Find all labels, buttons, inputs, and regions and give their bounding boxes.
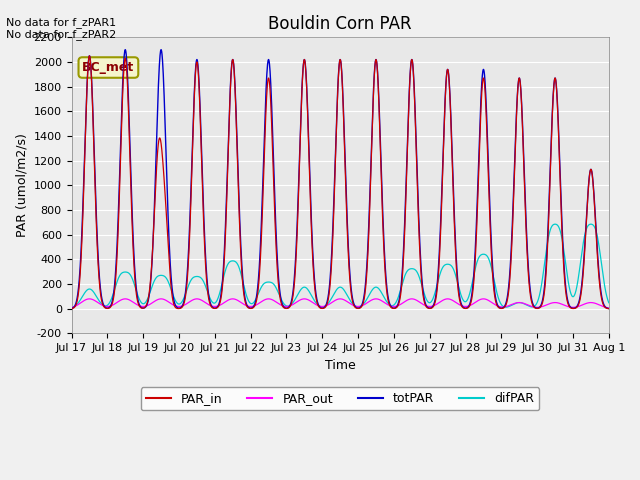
Legend: PAR_in, PAR_out, totPAR, difPAR: PAR_in, PAR_out, totPAR, difPAR bbox=[141, 387, 540, 410]
Text: No data for f_zPAR2: No data for f_zPAR2 bbox=[6, 29, 116, 40]
Title: Bouldin Corn PAR: Bouldin Corn PAR bbox=[268, 15, 412, 33]
X-axis label: Time: Time bbox=[324, 359, 356, 372]
Text: BC_met: BC_met bbox=[83, 61, 134, 74]
Y-axis label: PAR (umol/m2/s): PAR (umol/m2/s) bbox=[15, 133, 28, 237]
Text: No data for f_zPAR1: No data for f_zPAR1 bbox=[6, 17, 116, 28]
